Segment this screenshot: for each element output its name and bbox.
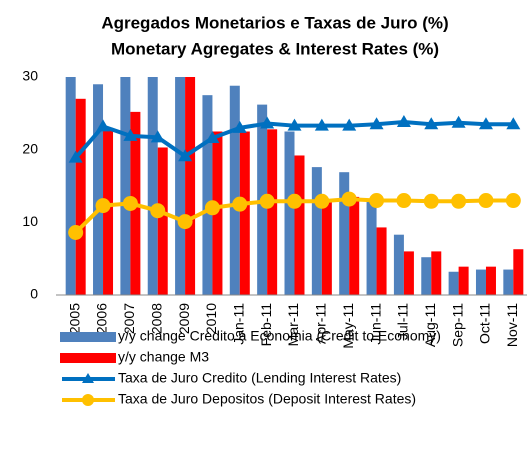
y-tick-label: 10 [22,213,38,229]
bar [294,155,305,295]
x-tick-label: Aug-11 [422,303,438,347]
bar [485,266,496,295]
bar [311,167,322,295]
x-tick-label: 2009 [176,303,192,334]
bar [349,196,360,295]
x-tick-label: Oct-11 [477,303,493,344]
line-marker [478,117,493,130]
legend-label: Taxa de Juro Credito (Lending Interest R… [118,370,401,386]
line-marker [232,120,247,133]
line-marker [505,193,521,209]
legend-marker [82,373,94,383]
x-tick-label: 2010 [203,303,219,334]
x-tick-label: Nov-11 [504,303,520,347]
bar [403,251,414,295]
x-tick-label: Jun-11 [367,303,383,345]
bar [475,269,486,295]
line-marker [342,118,357,131]
bar [103,127,114,295]
bar [458,266,469,295]
bar [75,98,86,295]
line-marker [96,119,111,132]
line-marker [478,193,494,209]
bar [284,131,295,295]
line-marker [451,115,466,128]
bar [393,234,404,295]
line-marker [314,118,329,131]
bar [366,200,377,295]
line-marker [287,193,302,209]
line-marker [150,130,165,143]
line-marker [396,115,411,128]
bar [431,251,442,295]
bar [229,85,240,295]
line-marker [396,193,412,209]
bar [185,77,196,295]
bar [147,77,158,295]
x-tick-label: Apr-11 [313,303,329,344]
line-marker [341,191,357,207]
bar [93,84,104,295]
line-marker [68,225,84,241]
line-marker [150,203,166,219]
x-tick-label: Feb-11 [258,303,274,347]
legend-label: y/y change M3 [118,349,209,365]
line-marker [204,200,220,216]
line-marker [178,149,193,162]
line-marker [369,193,385,209]
bar [65,77,76,295]
x-tick-label: Sep-11 [449,303,465,347]
y-tick-label: 30 [22,68,38,84]
bar [421,257,432,295]
x-tick-label: 2008 [148,303,164,334]
bar [376,227,387,295]
line-marker [506,117,521,130]
x-tick-label: Jul-11 [395,303,411,340]
line-marker [451,193,467,209]
legend-swatch [60,353,116,363]
legend-swatch [60,332,116,342]
bar [267,129,278,295]
line-marker [205,131,220,144]
x-tick-label: Jan-11 [230,303,246,345]
chart-subtitle: Monetary Agregates & Interest Rates (%) [111,39,439,58]
bar [448,271,459,295]
x-tick-label: 2007 [121,303,137,334]
line-marker [424,117,439,130]
y-tick-label: 20 [22,140,38,156]
line-marker [68,150,83,163]
bar [120,77,131,295]
line-marker [177,214,193,230]
bar [321,200,332,295]
line-marker [123,128,138,141]
legend-label: y/y change Credito a Economia (Credit to… [118,328,441,344]
legend-label: Taxa de Juro Depositos (Deposit Interest… [118,391,416,407]
bar [175,77,186,295]
x-tick-label: 2006 [94,303,110,334]
bar [239,131,250,295]
line-marker [314,193,330,209]
bar [202,95,213,295]
line-marker [259,193,275,209]
line-marker [122,195,138,211]
bar [503,269,514,295]
bar [157,147,168,295]
line-marker [260,116,275,129]
line-marker [95,198,111,214]
line-marker [423,193,439,209]
line-marker [369,117,384,130]
x-tick-label: 2005 [66,303,82,334]
x-tick-label: Mar-11 [285,303,301,347]
bar [513,249,524,295]
x-tick-label: May-11 [340,303,356,349]
chart-title: Agregados Monetarios e Taxas de Juro (%) [101,13,448,32]
line-marker [232,196,248,212]
legend-marker [82,394,94,406]
line-marker [287,118,302,131]
bar [339,172,350,295]
plot-area [65,77,524,295]
y-tick-label: 0 [30,286,38,302]
